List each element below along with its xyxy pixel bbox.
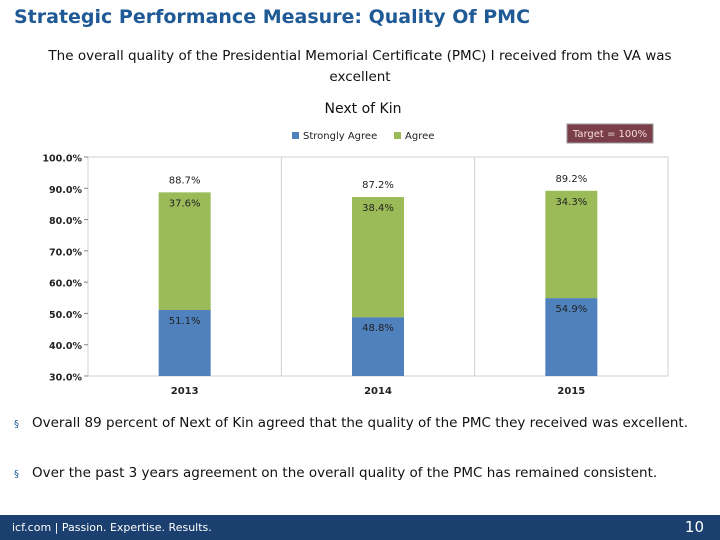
value-label: 34.3% — [555, 197, 587, 208]
target-box — [566, 123, 654, 144]
bar-segment — [545, 190, 598, 299]
value-label: 51.1% — [169, 316, 201, 327]
bullet: § Over the past 3 years agreement on the … — [14, 463, 702, 484]
value-label: 48.8% — [362, 323, 394, 334]
value-label: 38.4% — [362, 203, 394, 214]
bar-segment — [158, 192, 211, 310]
chart-subtitle: Next of Kin — [325, 101, 402, 117]
y-tick-label: 100.0% — [42, 154, 82, 165]
bullet-marker: § — [14, 419, 19, 430]
footer-text: icf.com | Passion. Expertise. Results. — [12, 521, 212, 534]
chart-title: The overall quality of the Presidential … — [48, 48, 672, 85]
x-tick-label: 2015 — [557, 386, 585, 397]
legend-swatch — [292, 132, 299, 139]
y-tick-label: 80.0% — [49, 216, 82, 227]
y-tick-label: 60.0% — [49, 279, 82, 290]
page-number: 10 — [684, 518, 704, 536]
footer: icf.com | Passion. Expertise. Results. 1… — [0, 515, 720, 540]
y-tick-label: 90.0% — [49, 185, 82, 196]
y-tick-label: 30.0% — [49, 373, 82, 384]
legend-label: Strongly Agree — [303, 131, 377, 142]
bar-segment — [352, 197, 404, 318]
slide-title: Strategic Performance Measure: Quality O… — [14, 6, 531, 28]
total-label: 89.2% — [555, 174, 587, 185]
y-tick-label: 50.0% — [49, 310, 82, 321]
y-tick-label: 40.0% — [49, 341, 82, 352]
target-label: Target = 100% — [572, 129, 647, 140]
chart: Next of Kin Strongly Agree Agree Target = 1… — [42, 101, 669, 397]
bullet-text: Overall 89 percent of Next of Kin agreed… — [32, 415, 689, 431]
bar-segment — [545, 298, 598, 376]
y-tick-label: 70.0% — [49, 247, 82, 258]
legend-swatch — [394, 132, 401, 139]
value-label: 54.9% — [555, 304, 587, 315]
x-tick-label: 2013 — [171, 386, 199, 397]
legend-label: Agree — [405, 131, 434, 142]
bullet-text: Over the past 3 years agreement on the o… — [32, 465, 658, 481]
bullet-marker: § — [14, 469, 19, 480]
bar-segment — [158, 309, 211, 376]
bullet: § Overall 89 percent of Next of Kin agree… — [14, 413, 702, 434]
x-tick-label: 2014 — [364, 386, 392, 397]
value-label: 37.6% — [169, 198, 201, 209]
total-label: 88.7% — [169, 175, 201, 186]
bar-segment — [352, 317, 404, 376]
total-label: 87.2% — [362, 180, 394, 191]
